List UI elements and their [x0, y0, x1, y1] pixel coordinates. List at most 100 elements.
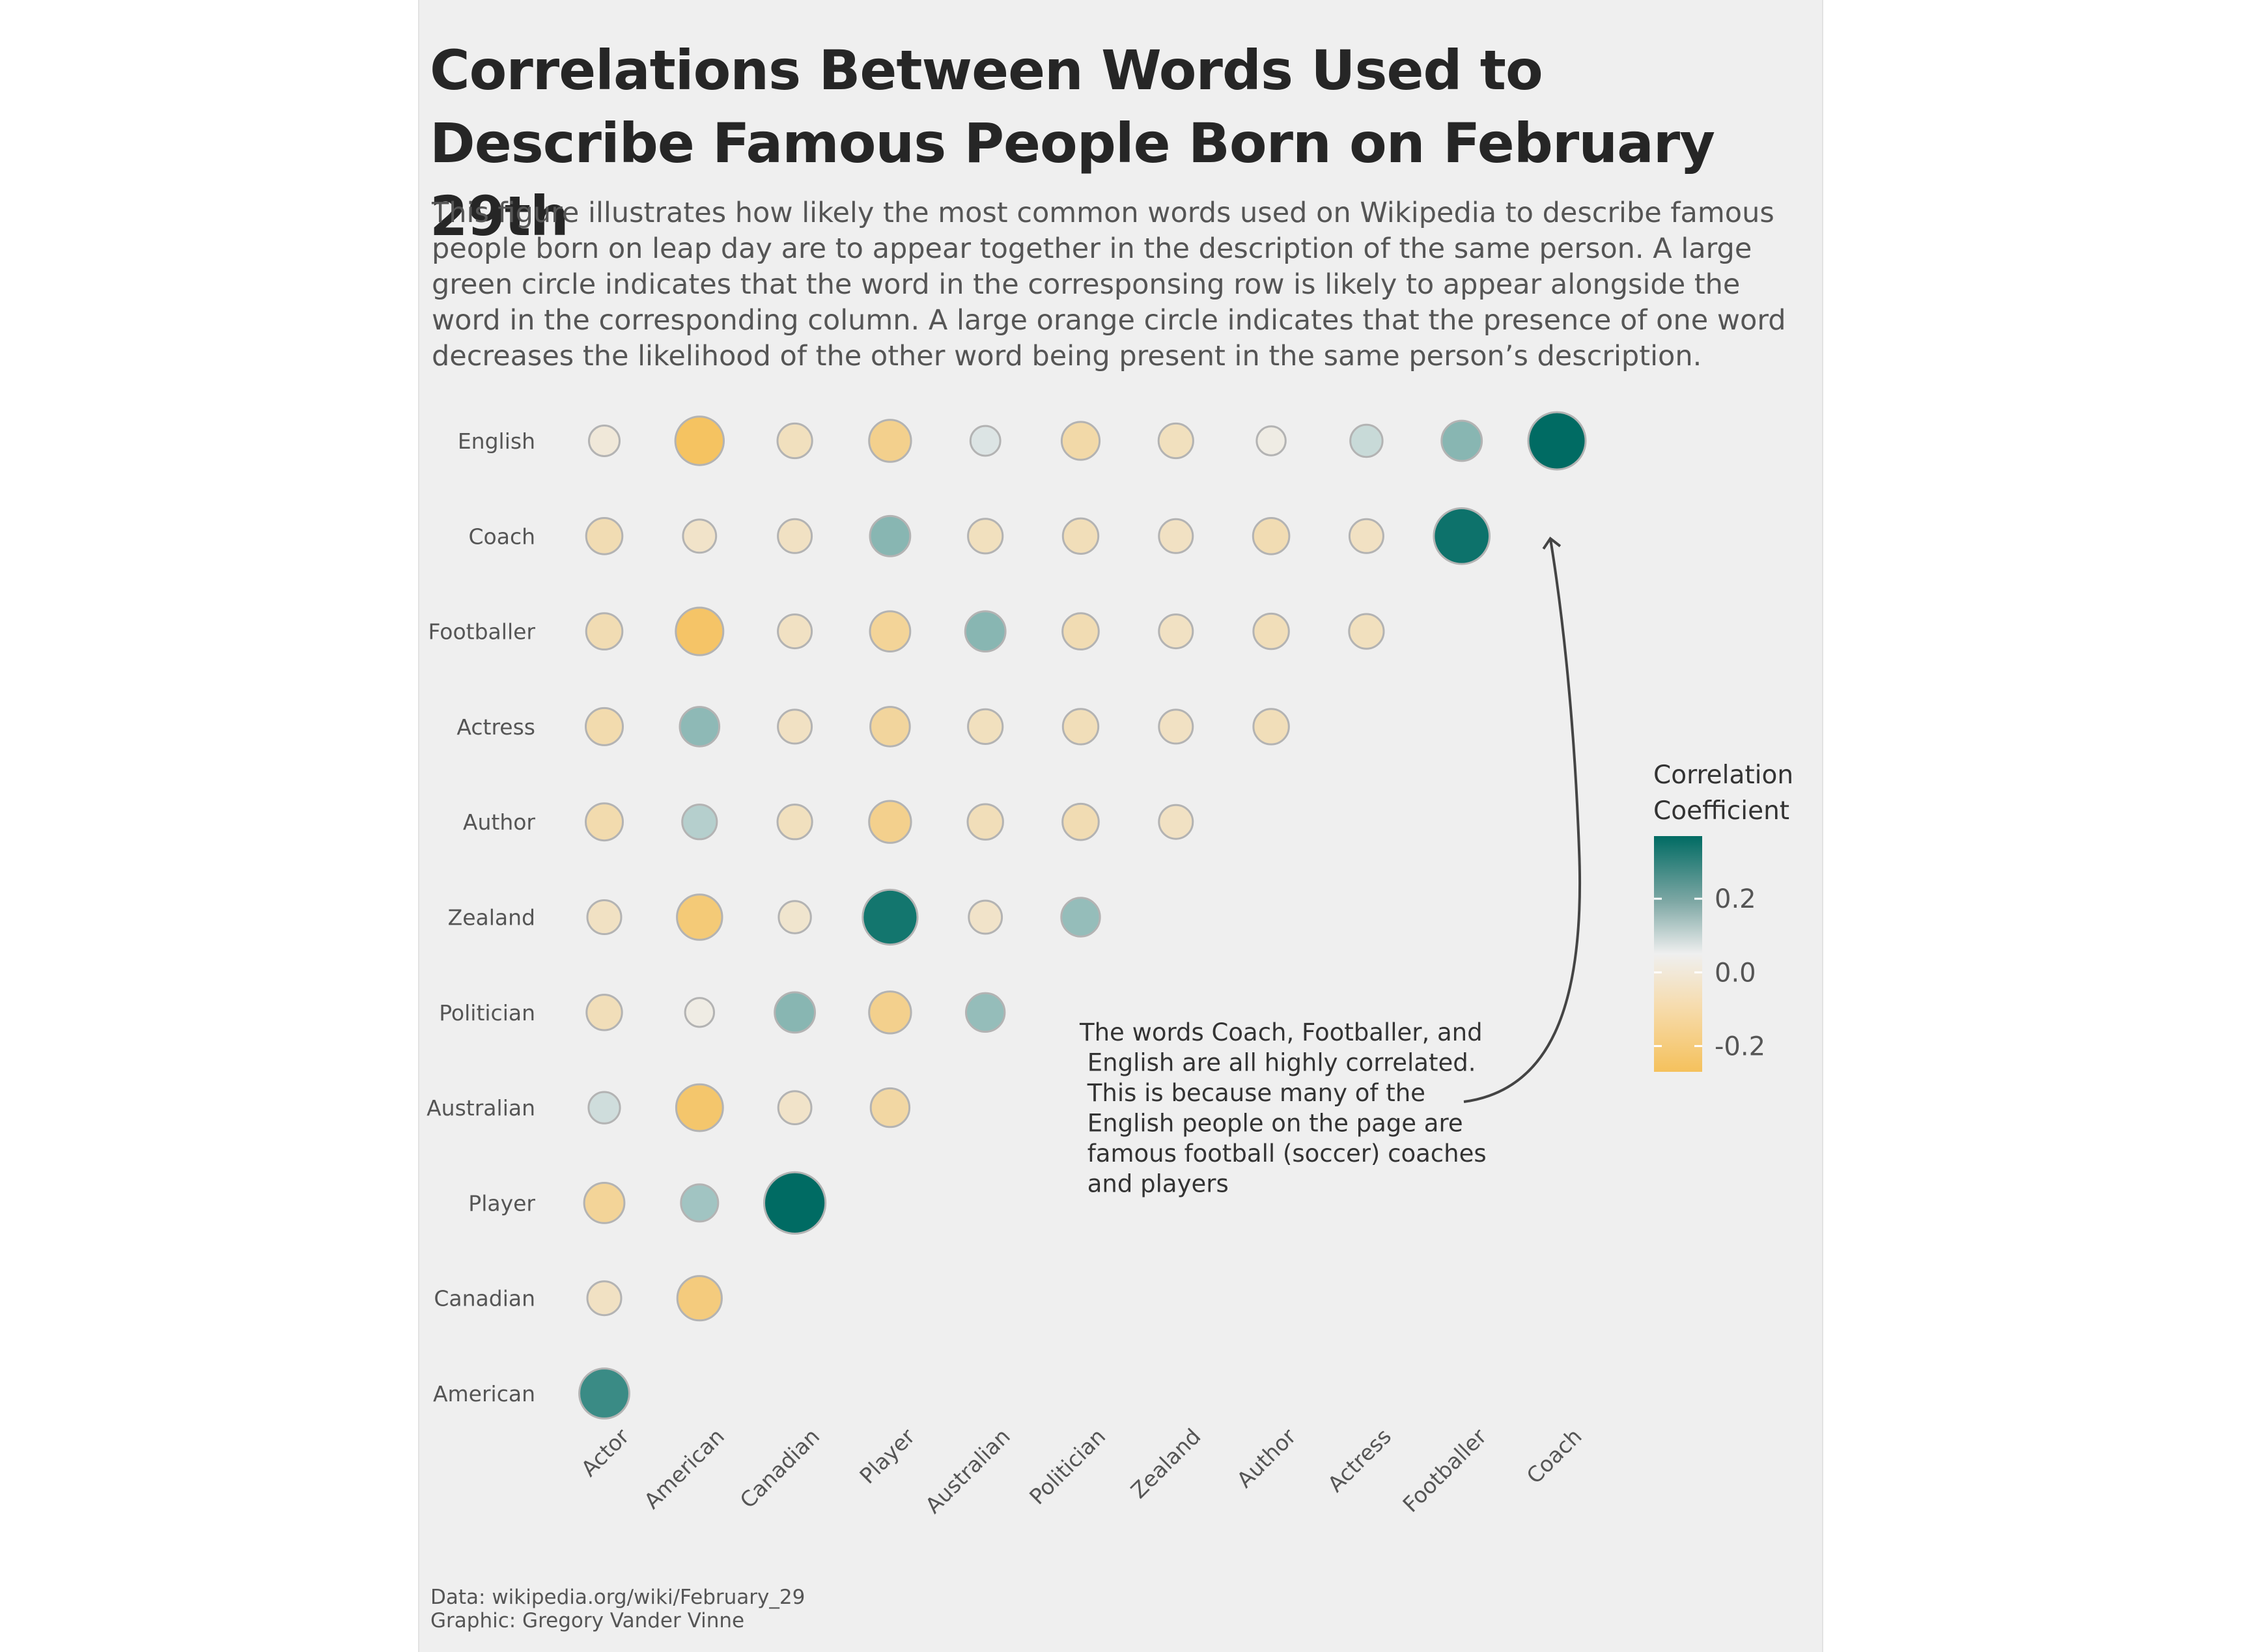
row-labels: English Coach Footballer Actress Author Zeala… — [427, 428, 535, 1407]
cell-english-author — [1255, 425, 1287, 456]
column-label-zealand: Zealand — [1126, 1423, 1206, 1504]
cell-american-actor — [578, 1367, 630, 1420]
cell-coach-zealand — [1158, 518, 1194, 554]
row-label-player: Player — [468, 1190, 535, 1216]
cell-footballer-actor — [585, 612, 624, 651]
column-label-author: Author — [1232, 1423, 1301, 1492]
cell-author-zealand — [1158, 804, 1194, 840]
chart-subtitle: This figure illustrates how likely the m… — [432, 197, 1786, 372]
cell-actress-american — [679, 706, 721, 748]
column-labels: Actor American Canadian Player Australian Pol… — [576, 1423, 1587, 1519]
legend-title: Correlation Coefficient — [1653, 761, 1793, 826]
cell-zealand-politician — [1060, 897, 1101, 938]
chart-caption: Data: wikipedia.org/wiki/February_29 Gra… — [430, 1586, 805, 1632]
legend-tick-label: 0.2 — [1715, 884, 1756, 914]
annotation-arrow — [1463, 537, 1582, 1103]
chart-panel — [418, 0, 1823, 1652]
legend: Correlation Coefficient 0.2 0.0 -0.2 — [1653, 761, 1793, 1072]
cell-canadian-actor — [586, 1280, 623, 1317]
cell-author-american — [681, 804, 718, 841]
cell-player-american — [680, 1183, 720, 1223]
cell-english-american — [674, 415, 725, 466]
data-source: Data: wikipedia.org/wiki/February_29 — [430, 1586, 806, 1609]
cell-coach-australian — [967, 518, 1004, 555]
row-label-author: Author — [463, 809, 536, 835]
cell-footballer-player — [869, 610, 912, 652]
row-label-australian: Australian — [427, 1095, 535, 1121]
cell-actress-player — [869, 706, 911, 748]
cell-english-coach — [1527, 411, 1587, 471]
cell-politician-player — [868, 990, 912, 1035]
cell-coach-american — [682, 518, 718, 554]
cell-footballer-actress — [1348, 613, 1385, 650]
cell-politician-actor — [585, 994, 623, 1031]
correlation-cells — [578, 411, 1587, 1420]
row-label-politician: Politician — [439, 1000, 535, 1026]
cell-english-footballer — [1440, 419, 1483, 462]
cell-actress-author — [1252, 708, 1290, 746]
cell-player-actor — [583, 1182, 626, 1224]
cell-coach-author — [1252, 517, 1291, 555]
cell-author-australian — [966, 803, 1004, 841]
cell-footballer-politician — [1061, 612, 1100, 651]
cell-footballer-canadian — [777, 613, 813, 650]
cell-english-australian — [969, 425, 1002, 457]
row-label-coach: Coach — [468, 524, 535, 549]
cell-coach-actor — [585, 517, 624, 555]
cell-coach-actress — [1348, 518, 1384, 554]
column-label-canadian: Canadian — [735, 1423, 825, 1513]
legend-tick-label: -0.2 — [1715, 1031, 1765, 1061]
cell-author-canadian — [776, 804, 813, 841]
cell-coach-footballer — [1433, 507, 1491, 565]
cell-english-actress — [1349, 423, 1384, 458]
cell-actress-australian — [967, 708, 1004, 746]
cell-english-player — [868, 419, 912, 463]
cell-australian-american — [675, 1083, 724, 1132]
cell-coach-player — [869, 514, 912, 557]
cell-politician-canadian — [774, 991, 816, 1034]
cell-actress-politician — [1061, 708, 1100, 746]
cell-coach-politician — [1061, 517, 1100, 555]
cell-australian-canadian — [777, 1090, 813, 1125]
cell-english-zealand — [1157, 422, 1194, 460]
chart-title: Correlations Between Words Used to Descr… — [430, 38, 1715, 248]
column-label-player: Player — [854, 1423, 919, 1489]
legend-colorbar — [1654, 836, 1702, 1072]
row-label-american: American — [433, 1381, 535, 1407]
legend-ticks: 0.2 0.0 -0.2 — [1654, 884, 1765, 1061]
cell-author-player — [868, 800, 912, 844]
cell-zealand-actor — [586, 899, 623, 935]
annotation-text: The words Coach, Footballer, and English… — [1079, 1018, 1487, 1198]
cell-zealand-canadian — [778, 900, 812, 934]
cell-actress-canadian — [777, 708, 813, 745]
cell-footballer-american — [675, 606, 725, 656]
annotation: The words Coach, Footballer, and English… — [1079, 537, 1582, 1198]
column-label-american: American — [639, 1423, 729, 1514]
row-label-zealand: Zealand — [448, 905, 535, 931]
cell-footballer-zealand — [1158, 613, 1194, 650]
cell-author-actor — [585, 802, 624, 842]
cell-zealand-australian — [968, 899, 1003, 935]
column-label-footballer: Footballer — [1397, 1423, 1491, 1517]
column-label-australian: Australian — [920, 1423, 1015, 1519]
cell-australian-actor — [587, 1091, 621, 1125]
column-label-actress: Actress — [1323, 1423, 1396, 1497]
row-label-actress: Actress — [456, 714, 535, 740]
cell-author-politician — [1061, 802, 1100, 841]
cell-footballer-author — [1252, 612, 1290, 651]
cell-actress-zealand — [1158, 708, 1194, 745]
cell-footballer-australian — [964, 610, 1007, 652]
cell-politician-australian — [965, 992, 1006, 1033]
column-label-actor: Actor — [576, 1423, 634, 1481]
row-label-footballer: Footballer — [428, 619, 535, 645]
row-label-canadian: Canadian — [434, 1286, 535, 1311]
cell-player-canadian — [763, 1171, 827, 1235]
cell-english-canadian — [776, 422, 813, 460]
cell-english-politician — [1060, 421, 1101, 461]
cell-zealand-player — [862, 888, 919, 946]
column-label-coach: Coach — [1522, 1423, 1587, 1489]
cell-politician-american — [684, 997, 716, 1028]
legend-tick-label: 0.0 — [1715, 958, 1756, 988]
cell-actress-actor — [585, 707, 624, 746]
